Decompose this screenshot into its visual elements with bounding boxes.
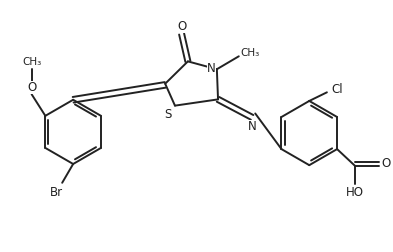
Text: Cl: Cl [332, 83, 343, 97]
Text: Br: Br [50, 186, 63, 199]
Text: S: S [164, 108, 172, 121]
Text: O: O [177, 20, 186, 34]
Text: CH₃: CH₃ [240, 48, 259, 58]
Text: N: N [248, 119, 257, 133]
Text: N: N [207, 62, 216, 75]
Text: CH₃: CH₃ [22, 57, 41, 67]
Text: O: O [27, 81, 36, 94]
Text: HO: HO [346, 186, 364, 199]
Text: O: O [381, 157, 391, 170]
